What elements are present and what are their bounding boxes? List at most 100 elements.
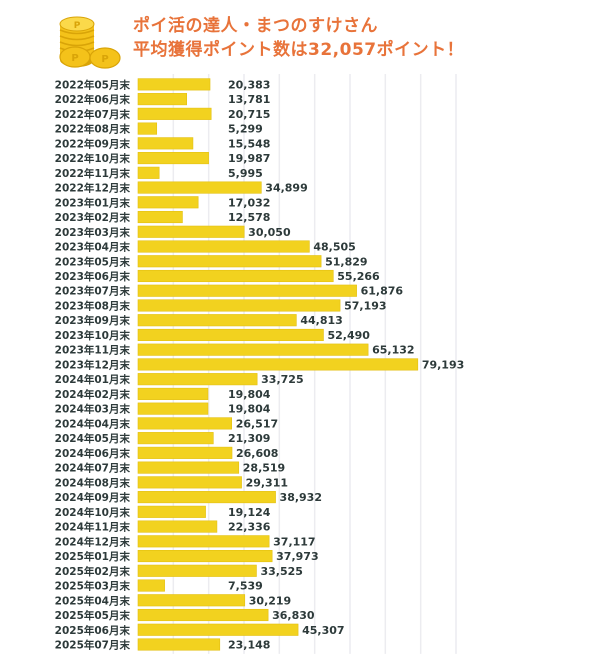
category-label: 2023年11月末 bbox=[55, 344, 131, 357]
category-label: 2024年08月末 bbox=[55, 476, 131, 489]
category-label: 2024年03月末 bbox=[55, 403, 131, 416]
category-label: 2024年10月末 bbox=[55, 506, 131, 519]
category-label: 2024年12月末 bbox=[55, 535, 131, 548]
value-label: 44,813 bbox=[300, 314, 342, 327]
bar bbox=[137, 343, 369, 356]
category-label: 2022年05月末 bbox=[55, 78, 131, 91]
category-label: 2022年08月末 bbox=[55, 123, 131, 136]
bar bbox=[137, 240, 310, 253]
bar bbox=[137, 358, 419, 371]
category-label: 2024年02月末 bbox=[55, 388, 131, 401]
category-label: 2025年04月末 bbox=[55, 594, 131, 607]
value-label: 7,539 bbox=[228, 580, 263, 593]
value-label: 52,490 bbox=[327, 329, 370, 342]
category-label: 2023年08月末 bbox=[55, 299, 131, 312]
bars bbox=[137, 78, 419, 651]
bar bbox=[137, 328, 324, 342]
value-label: 17,032 bbox=[228, 196, 270, 209]
category-label: 2024年09月末 bbox=[55, 491, 131, 504]
value-label: 61,876 bbox=[361, 285, 404, 298]
category-label: 2024年06月末 bbox=[55, 447, 131, 460]
bar bbox=[137, 549, 273, 563]
category-label: 2025年02月末 bbox=[55, 565, 131, 578]
category-label: 2022年12月末 bbox=[55, 182, 131, 195]
category-label: 2023年06月末 bbox=[55, 270, 131, 283]
bar bbox=[137, 594, 246, 607]
value-label: 79,193 bbox=[422, 358, 464, 371]
bar bbox=[137, 476, 242, 489]
value-label: 23,148 bbox=[228, 638, 270, 651]
value-label: 15,548 bbox=[228, 137, 270, 150]
value-label: 5,299 bbox=[228, 123, 263, 136]
category-label: 2023年05月末 bbox=[55, 255, 131, 268]
bar bbox=[137, 137, 194, 150]
category-label: 2022年06月末 bbox=[55, 93, 131, 106]
category-labels: 2022年05月末2022年06月末2022年07月末2022年08月末2022… bbox=[55, 78, 131, 651]
bar bbox=[137, 196, 199, 209]
value-label: 19,124 bbox=[228, 506, 271, 519]
bar bbox=[137, 535, 270, 548]
value-label: 26,517 bbox=[236, 417, 278, 430]
value-label: 20,715 bbox=[228, 108, 270, 121]
category-label: 2024年04月末 bbox=[55, 417, 131, 430]
bar bbox=[137, 107, 212, 120]
value-label: 30,219 bbox=[249, 594, 291, 607]
chart-title: ポイ活の達人・まつのすけさん 平均獲得ポイント数は32,057ポイント！ bbox=[133, 14, 464, 62]
category-label: 2024年11月末 bbox=[55, 521, 131, 534]
value-label: 19,987 bbox=[228, 152, 270, 165]
category-label: 2024年07月末 bbox=[55, 462, 131, 475]
value-label: 55,266 bbox=[337, 270, 380, 283]
value-label: 5,995 bbox=[228, 167, 263, 180]
bar bbox=[137, 608, 269, 622]
bar bbox=[137, 314, 297, 327]
bar bbox=[137, 210, 183, 224]
value-label: 22,336 bbox=[228, 521, 271, 534]
category-label: 2023年12月末 bbox=[55, 358, 131, 371]
bar bbox=[137, 269, 334, 283]
bar bbox=[137, 432, 214, 445]
category-label: 2022年11月末 bbox=[55, 167, 131, 180]
chart-header: P P P ポイ活の達人・まつのすけさん 平均獲得ポイント数は32,057ポイン… bbox=[55, 8, 575, 72]
bar bbox=[137, 166, 160, 179]
value-label: 28,519 bbox=[243, 462, 285, 475]
title-line-1: ポイ活の達人・まつのすけさん bbox=[133, 16, 378, 36]
bar bbox=[137, 373, 258, 386]
bar bbox=[137, 78, 211, 91]
value-label: 33,525 bbox=[260, 565, 302, 578]
svg-text:P: P bbox=[101, 54, 108, 65]
bar bbox=[137, 299, 341, 312]
value-label: 51,829 bbox=[325, 255, 367, 268]
bar bbox=[137, 461, 240, 474]
category-label: 2022年07月末 bbox=[55, 108, 131, 121]
value-label: 29,311 bbox=[246, 476, 288, 489]
category-label: 2025年07月末 bbox=[55, 638, 131, 651]
bar bbox=[137, 387, 209, 400]
category-label: 2022年09月末 bbox=[55, 137, 131, 150]
category-label: 2025年06月末 bbox=[55, 624, 131, 637]
bar bbox=[137, 122, 158, 135]
category-label: 2022年10月末 bbox=[55, 152, 131, 165]
category-label: 2024年05月末 bbox=[55, 432, 131, 445]
title-line-2: 平均獲得ポイント数は32,057ポイント！ bbox=[133, 40, 465, 60]
category-label: 2025年05月末 bbox=[55, 609, 131, 622]
bar bbox=[137, 505, 206, 518]
coins-icon: P P P bbox=[59, 16, 121, 69]
category-label: 2023年03月末 bbox=[55, 226, 131, 239]
value-label: 57,193 bbox=[344, 299, 386, 312]
value-label: 48,505 bbox=[313, 241, 355, 254]
category-label: 2023年09月末 bbox=[55, 314, 131, 327]
value-label: 65,132 bbox=[372, 344, 414, 357]
bar bbox=[137, 255, 322, 268]
value-label: 26,608 bbox=[236, 447, 278, 460]
bar bbox=[137, 638, 221, 651]
value-label: 13,781 bbox=[228, 93, 270, 106]
category-label: 2024年01月末 bbox=[55, 373, 131, 386]
svg-text:P: P bbox=[71, 53, 78, 64]
bar bbox=[137, 564, 257, 577]
category-label: 2023年04月末 bbox=[55, 241, 131, 254]
value-label: 37,117 bbox=[273, 535, 315, 548]
bar bbox=[137, 181, 262, 194]
category-label: 2023年10月末 bbox=[55, 329, 131, 342]
bar bbox=[137, 93, 187, 106]
